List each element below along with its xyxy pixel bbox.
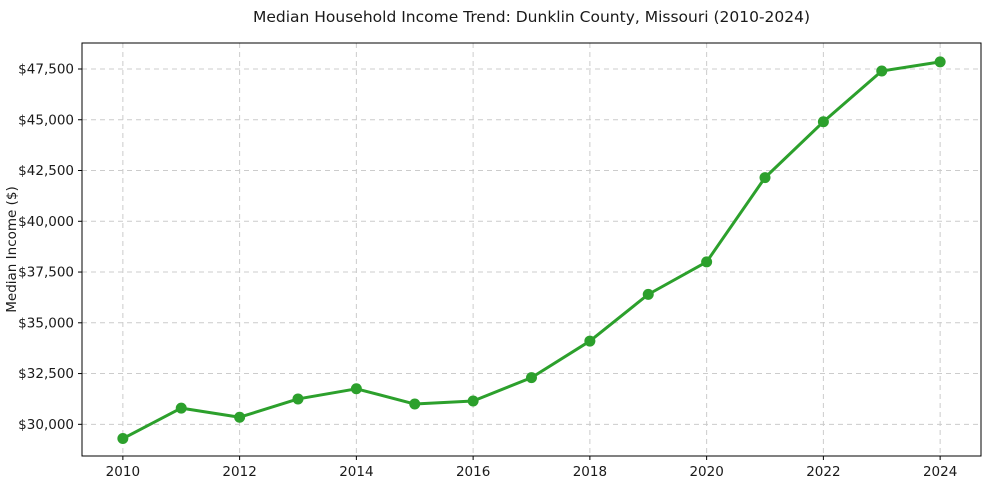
- x-tick-label: 2022: [806, 464, 840, 480]
- data-point-marker: [467, 395, 479, 407]
- y-axis-label: Median Income ($): [4, 186, 20, 312]
- chart-title: Median Household Income Trend: Dunklin C…: [253, 8, 810, 26]
- data-point-marker: [759, 172, 771, 184]
- y-tick-label: $47,500: [18, 61, 74, 77]
- data-point-marker: [642, 288, 654, 300]
- data-point-marker: [350, 383, 362, 395]
- x-tick-label: 2024: [923, 464, 957, 480]
- x-tick-label: 2012: [222, 464, 256, 480]
- x-tick-label: 2014: [339, 464, 373, 480]
- data-point-marker: [817, 116, 829, 128]
- y-tick-label: $45,000: [18, 112, 74, 128]
- y-tick-label: $30,000: [18, 417, 74, 433]
- x-tick-label: 2016: [456, 464, 490, 480]
- y-tick-label: $35,000: [18, 315, 74, 331]
- y-tick-label: $32,500: [18, 366, 74, 382]
- y-tick-label: $37,500: [18, 265, 74, 281]
- data-point-marker: [526, 372, 537, 384]
- data-point-marker: [117, 433, 129, 445]
- x-tick-label: 2018: [573, 464, 607, 480]
- plot-border: [81, 42, 982, 457]
- data-point-marker: [934, 56, 946, 68]
- data-point-marker: [876, 65, 888, 77]
- y-tick-label: $40,000: [18, 214, 74, 230]
- gridlines: [82, 43, 981, 456]
- data-point-marker: [175, 402, 187, 414]
- data-point-marker: [409, 398, 421, 410]
- data-point-marker: [701, 256, 713, 268]
- data-series: [117, 56, 946, 445]
- data-point-marker: [292, 393, 304, 405]
- x-tick-label: 2020: [689, 464, 723, 480]
- data-point-marker: [584, 335, 596, 347]
- y-tick-label: $42,500: [18, 163, 74, 179]
- data-point-marker: [234, 411, 246, 423]
- x-tick-label: 2010: [106, 464, 140, 480]
- axis-ticks: $30,000 $32,500 $35,000 $37,500 $40,000 $42,5…: [18, 61, 957, 480]
